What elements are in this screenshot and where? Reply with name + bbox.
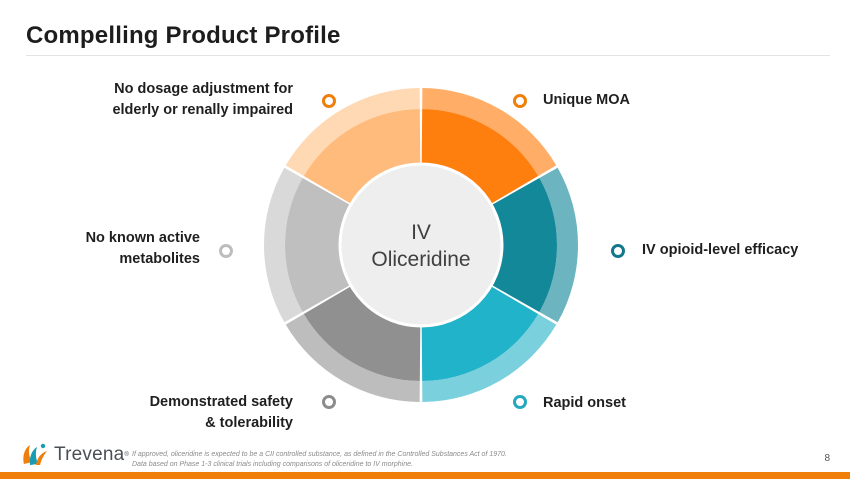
- title-divider: [26, 55, 830, 56]
- ring-segment-demonstrated-safety: [285, 314, 420, 402]
- outer-ring: [264, 88, 579, 402]
- label-line: Rapid onset: [543, 395, 626, 411]
- page-number: 8: [824, 453, 830, 464]
- bullet-dot-unique-moa: [513, 94, 527, 108]
- label-line: metabolites: [119, 251, 200, 267]
- footnote-line2: Data based on Phase 1-3 clinical trials …: [132, 460, 413, 468]
- center-label-line1: IV: [411, 221, 431, 244]
- slide-title: Compelling Product Profile: [26, 22, 341, 49]
- footnote-line1: If approved, oliceridine is expected to …: [132, 451, 507, 458]
- label-line: Demonstrated safety: [149, 394, 293, 410]
- bullet-dot-no-dosage-adjustment: [322, 94, 336, 108]
- label-line: No known active: [85, 230, 200, 246]
- label-iv-opioid-level-efficacy: IV opioid-level efficacy: [642, 240, 798, 261]
- center-circle: [338, 162, 504, 328]
- bullet-dot-iv-opioid-level-efficacy: [611, 244, 625, 258]
- ring-segment-no-known-active-metabolites: [264, 167, 303, 323]
- label-rapid-onset: Rapid onset: [543, 393, 626, 414]
- ring-segment-unique-moa: [422, 88, 557, 176]
- label-unique-moa: Unique MOA: [543, 90, 630, 111]
- label-no-known-active-metabolites: No known active metabolites: [86, 228, 200, 270]
- center-label-line2: Oliceridine: [371, 248, 470, 271]
- bullet-dot-demonstrated-safety: [322, 395, 336, 409]
- trevena-flower-icon: [23, 443, 47, 465]
- ring-segment-no-dosage-adjustment: [285, 88, 420, 176]
- bottom-accent-bar: [0, 472, 850, 479]
- label-line: elderly or renally impaired: [112, 102, 293, 118]
- logo-trademark: ®: [124, 452, 129, 458]
- label-no-dosage-adjustment: No dosage adjustment for elderly or rena…: [112, 79, 293, 121]
- label-demonstrated-safety: Demonstrated safety & tolerability: [150, 392, 293, 434]
- footnote: If approved, oliceridine is expected to …: [132, 450, 507, 469]
- label-line: IV opioid-level efficacy: [642, 242, 799, 258]
- trevena-logo: Trevena ®: [20, 442, 129, 468]
- bullet-dot-rapid-onset: [513, 395, 527, 409]
- logo-text: Trevena: [54, 444, 125, 465]
- label-line: & tolerability: [205, 415, 293, 431]
- ring-segment-rapid-onset: [422, 314, 557, 402]
- bullet-dot-no-known-active-metabolites: [219, 244, 233, 258]
- ring-segment-iv-opioid-level-efficacy: [539, 167, 579, 323]
- label-line: No dosage adjustment for: [114, 81, 293, 97]
- label-line: Unique MOA: [543, 92, 630, 108]
